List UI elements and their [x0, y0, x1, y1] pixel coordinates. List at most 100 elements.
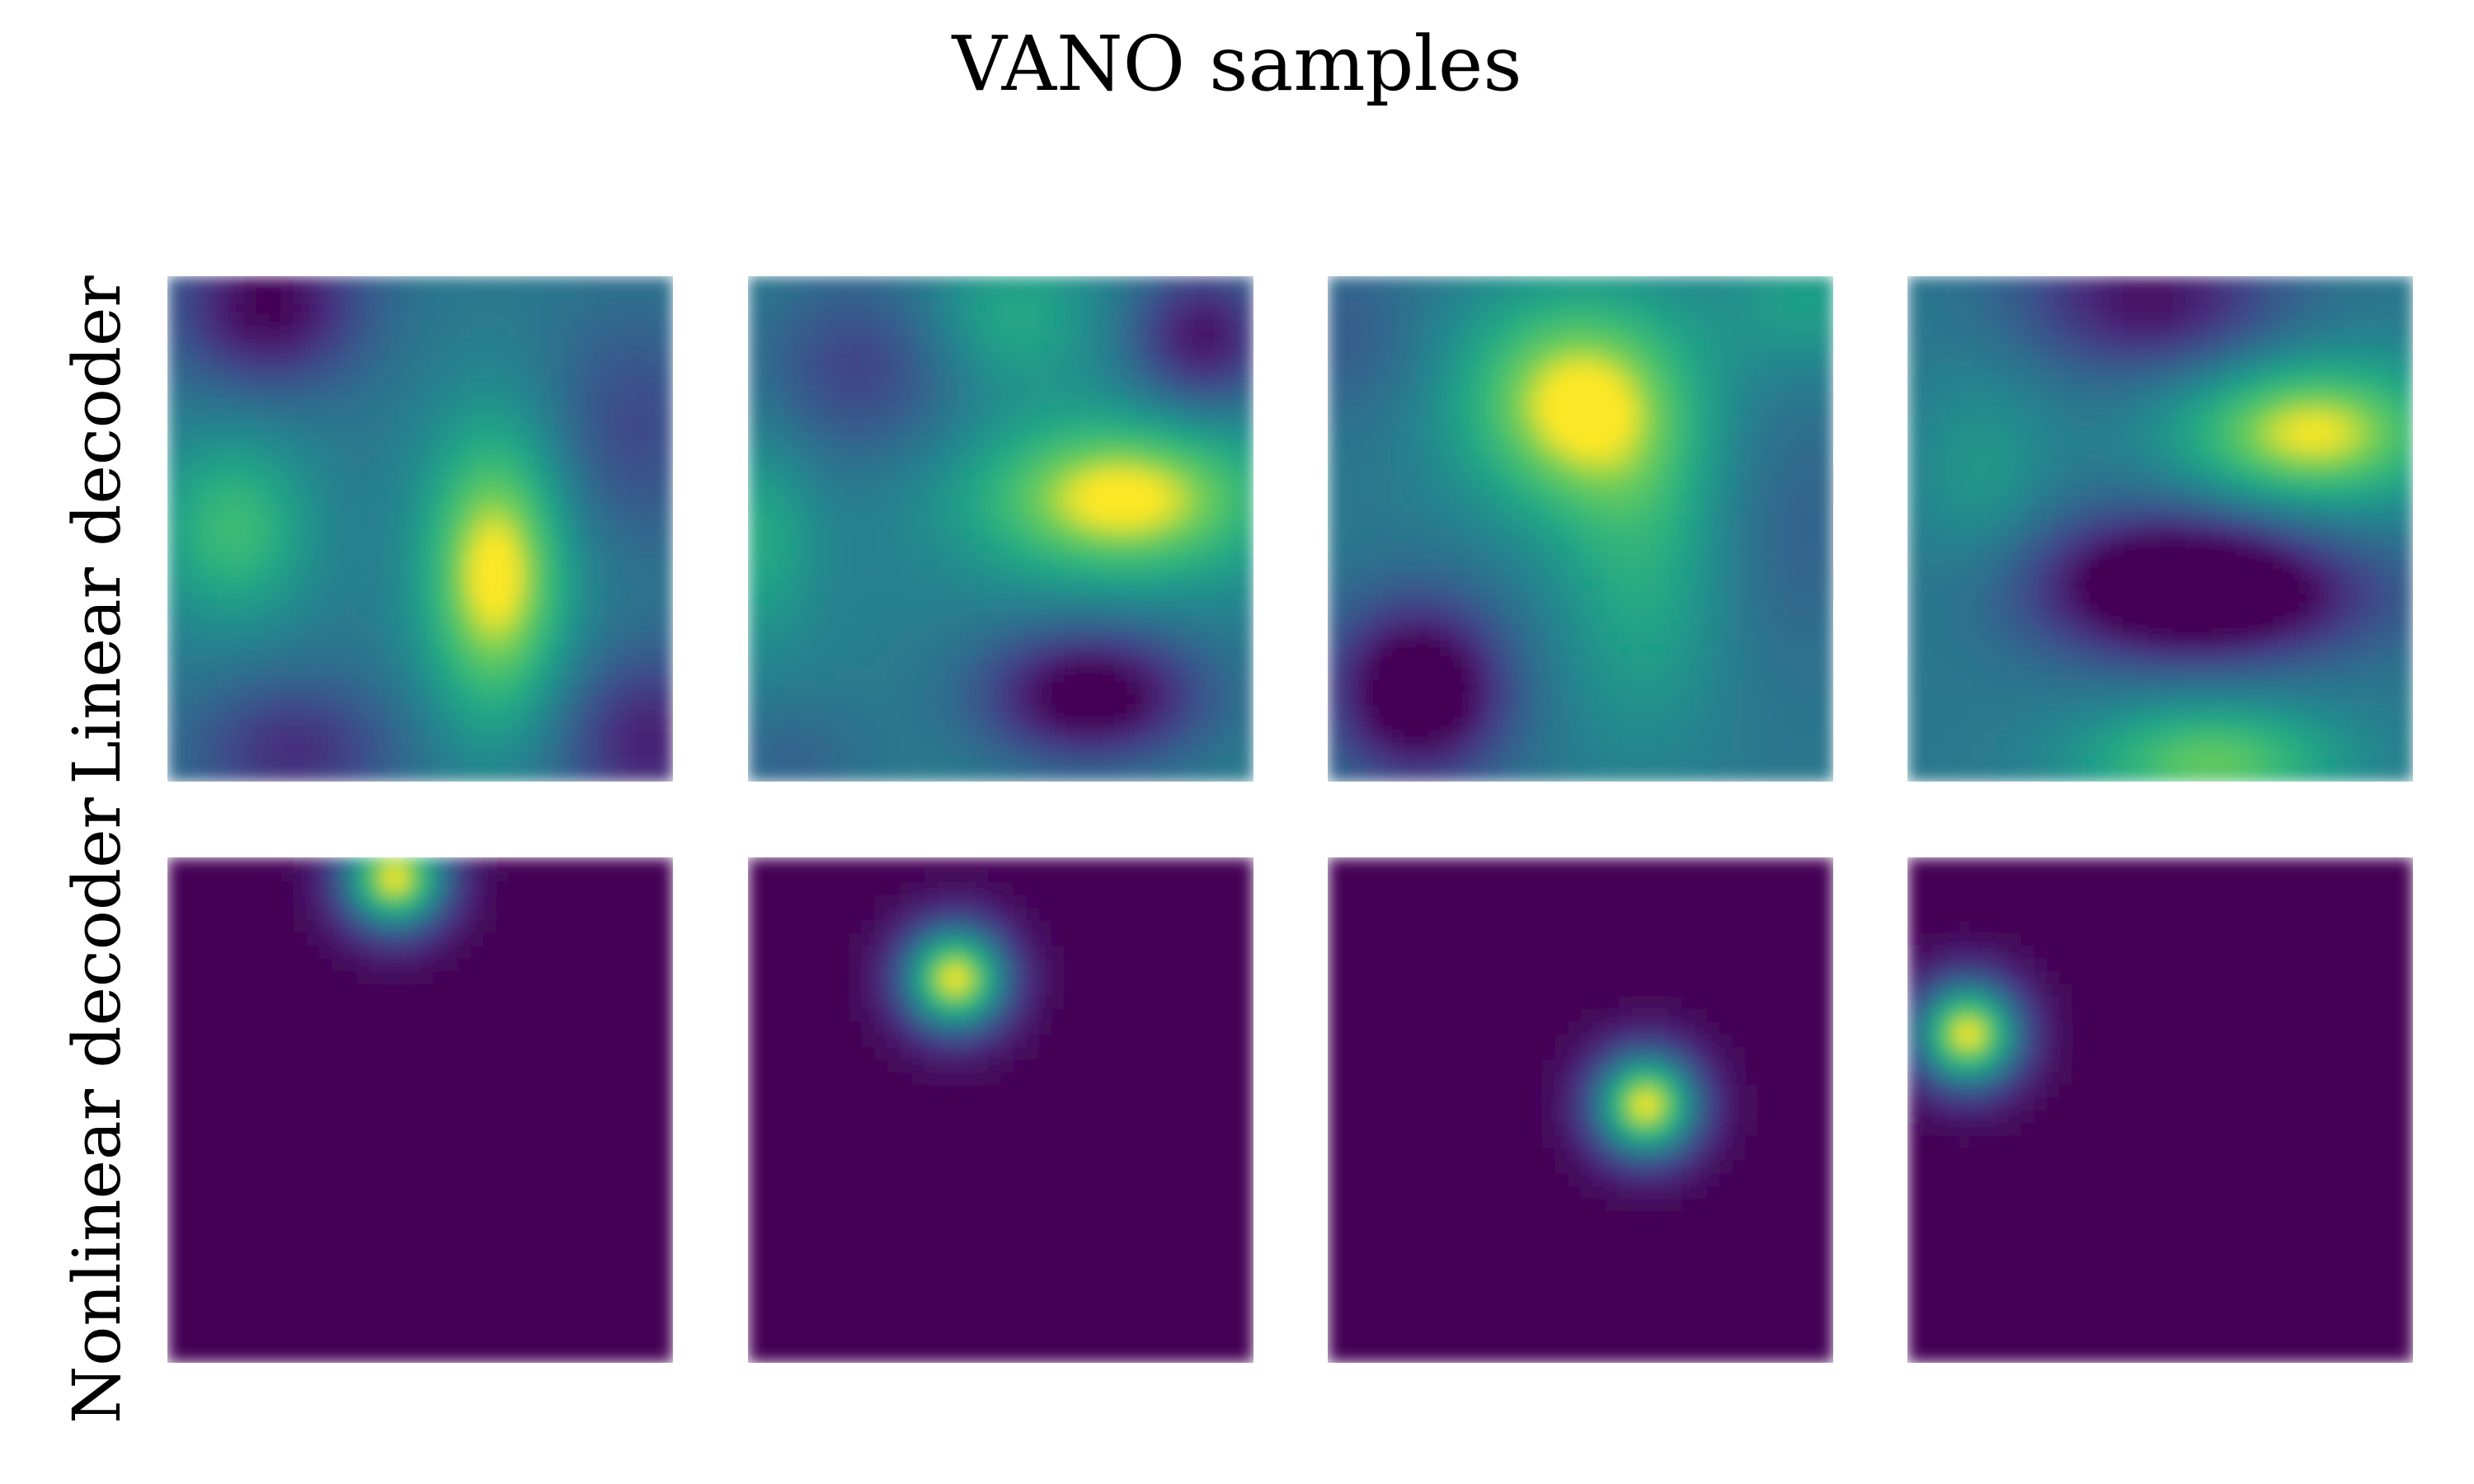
heatmap-cell: [823, 718, 837, 732]
heatmap-cell: [2248, 301, 2262, 315]
heatmap-cell: [597, 630, 610, 644]
heatmap-cell: [1907, 276, 1921, 289]
heatmap-cell: [1089, 351, 1103, 365]
heatmap-cell: [230, 768, 244, 782]
heatmap-cell: [861, 465, 875, 479]
heatmap-cell: [1580, 427, 1594, 441]
heatmap-cell: [1744, 730, 1758, 744]
heatmap-cell: [2375, 313, 2388, 327]
heatmap-cell: [912, 339, 926, 353]
heatmap-cell: [344, 617, 358, 631]
heatmap-cell: [811, 744, 825, 757]
heatmap-cell: [559, 453, 573, 467]
heatmap-cell: [1378, 541, 1392, 555]
heatmap-cell: [306, 693, 320, 707]
heatmap-cell: [1013, 718, 1027, 732]
heatmap-cell: [242, 693, 256, 707]
heatmap-cell: [218, 491, 232, 505]
heatmap-cell: [1554, 554, 1569, 568]
heatmap-cell: [1618, 301, 1632, 315]
heatmap-cell: [1089, 289, 1103, 303]
heatmap-cell: [962, 768, 976, 782]
heatmap-cell: [1390, 756, 1404, 770]
heatmap-cell: [1580, 617, 1594, 631]
heatmap-cell: [660, 604, 673, 618]
heatmap-cell: [823, 756, 837, 770]
heatmap-cell: [2185, 276, 2199, 289]
heatmap-cell: [836, 579, 850, 593]
heatmap-cell: [1744, 377, 1758, 391]
heatmap-cell: [1945, 313, 1959, 327]
heatmap-cell: [306, 453, 320, 467]
heatmap-cell: [470, 756, 484, 770]
heatmap-cell: [242, 402, 256, 416]
heatmap-cell: [521, 276, 535, 289]
heatmap-cell: [1126, 756, 1141, 770]
heatmap-cell: [1820, 301, 1833, 315]
heatmap-cell: [1757, 465, 1771, 479]
heatmap-cell: [230, 377, 244, 391]
heatmap-cell: [1920, 276, 1934, 289]
heatmap-cell: [1770, 351, 1784, 365]
heatmap-cell: [899, 744, 913, 757]
heatmap-cell: [508, 276, 522, 289]
heatmap-cell: [1114, 756, 1128, 770]
heatmap-cell: [912, 693, 926, 707]
heatmap-cell: [962, 465, 976, 479]
heatmap-cell: [1466, 339, 1480, 353]
heatmap-cell: [836, 313, 850, 327]
heatmap-cell: [458, 453, 472, 467]
heatmap-cell: [1618, 706, 1632, 719]
heatmap-cell: [1102, 301, 1116, 315]
heatmap-cell: [356, 655, 370, 669]
heatmap-cell: [470, 503, 484, 517]
heatmap-cell: [1530, 503, 1544, 517]
heatmap-cell: [1441, 478, 1455, 492]
heatmap-cell: [382, 744, 396, 757]
heatmap-cell: [1606, 642, 1620, 656]
heatmap-cell: [332, 427, 346, 441]
heatmap-cell: [1744, 566, 1758, 580]
heatmap-cell: [180, 668, 194, 682]
heatmap-cell: [937, 301, 951, 315]
heatmap-cell: [1542, 465, 1556, 479]
heatmap-cell: [344, 680, 358, 694]
heatmap-cell: [1982, 301, 1997, 315]
heatmap-cell: [609, 706, 623, 719]
heatmap-cell: [496, 718, 510, 732]
heatmap-cell: [748, 630, 761, 644]
heatmap-cell: [836, 377, 850, 391]
heatmap-cell: [1352, 554, 1366, 568]
heatmap-cell: [167, 744, 181, 757]
heatmap-cell: [962, 415, 976, 429]
heatmap-cell: [1479, 579, 1493, 593]
heatmap-cell: [1038, 730, 1052, 744]
heatmap-cell: [1479, 453, 1493, 467]
heatmap-cell: [1000, 630, 1014, 644]
heatmap-cell: [242, 516, 256, 530]
heatmap-cell: [496, 516, 510, 530]
heatmap-cell: [1051, 592, 1065, 606]
heatmap-cell: [1782, 326, 1796, 340]
heatmap-cell: [521, 592, 535, 606]
heatmap-cell: [1126, 768, 1141, 782]
heatmap-cell: [1808, 756, 1822, 770]
heatmap-cell: [1064, 427, 1078, 441]
heatmap-cell: [609, 313, 623, 327]
heatmap-cell: [609, 604, 623, 618]
heatmap-cell: [318, 478, 332, 492]
heatmap-cell: [332, 528, 346, 542]
heatmap-cell: [1770, 693, 1784, 707]
heatmap-cell: [1580, 491, 1594, 505]
heatmap-cell: [2236, 276, 2250, 289]
heatmap-cell: [1164, 718, 1178, 732]
heatmap-cell: [294, 351, 308, 365]
heatmap-cell: [1126, 718, 1141, 732]
heatmap-cell: [1732, 655, 1746, 669]
heatmap-cell: [1114, 364, 1128, 378]
heatmap-cell: [748, 364, 761, 378]
heatmap-cell: [1592, 655, 1606, 669]
heatmap-cell: [912, 642, 926, 656]
heatmap-cell: [874, 465, 888, 479]
heatmap-cell: [1681, 389, 1696, 403]
